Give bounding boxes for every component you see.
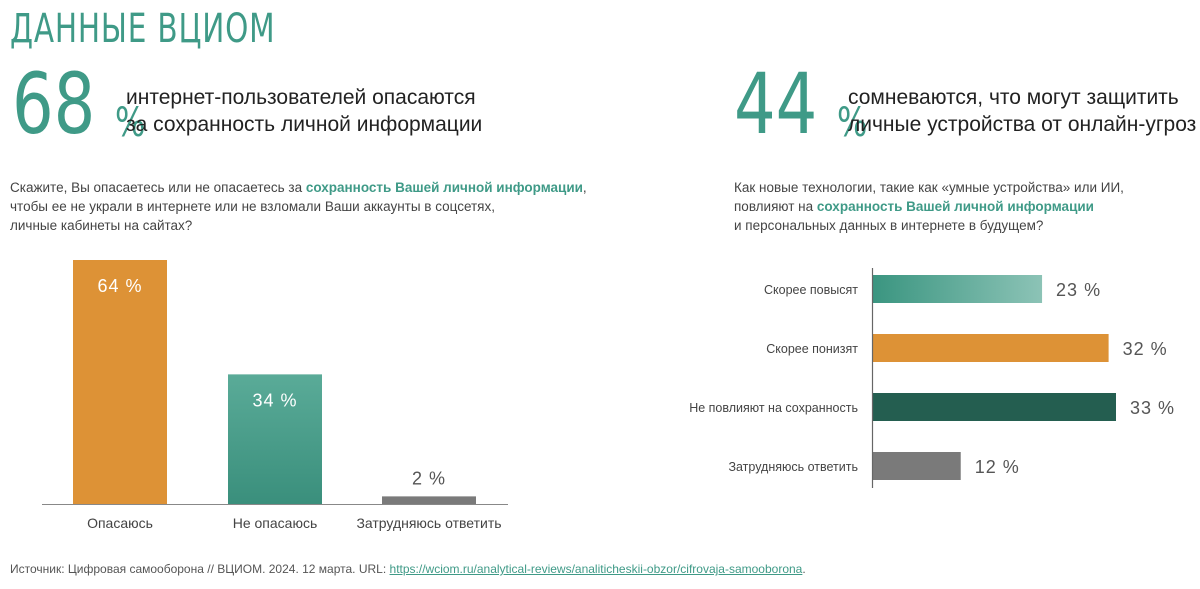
category-label: Опасаюсь — [87, 515, 153, 531]
left-question-bold: сохранность Вашей личной информации — [305, 180, 583, 195]
hbar-0 — [872, 275, 1043, 303]
category-label: Затрудняюсь ответить — [356, 515, 501, 531]
bar-1 — [228, 374, 322, 504]
bar-value-label: 64 % — [97, 276, 142, 296]
source-note: Источник: Цифровая самооборона // ВЦИОМ.… — [10, 562, 806, 576]
right-stat-line2: личные устройства от онлайн-угроз — [848, 113, 1197, 136]
hbar-value-label: 32 % — [1123, 339, 1168, 359]
hbar-value-label: 33 % — [1130, 398, 1175, 418]
right-stat-number: 44 — [734, 55, 818, 153]
right-question-line1: Как новые технологии, такие как «умные у… — [734, 180, 1124, 195]
left-stat-figure: 68 % — [12, 62, 153, 146]
left-stat-text: интернет-пользователей опасаются за сохр… — [126, 84, 482, 138]
vertical-bar-chart: 64 % Опасаюсь 34 % Не опасаюсь 2 % Затрудняюс… — [42, 260, 508, 531]
left-stat-number: 68 — [12, 55, 96, 153]
left-question-line3: личные кабинеты на сайтах? — [10, 218, 193, 233]
hbar-category-label: Скорее повысят — [764, 283, 858, 297]
hbar-3 — [872, 452, 961, 480]
source-text: Источник: Цифровая самооборона // ВЦИОМ.… — [10, 562, 390, 576]
left-question-part1: Скажите, Вы опасаетесь или не опасаетесь… — [10, 180, 306, 195]
hbar-category-label: Скорее понизят — [766, 342, 858, 356]
hbar-value-label: 12 % — [975, 457, 1020, 477]
hbar-1 — [872, 334, 1109, 362]
hbar-category-label: Затрудняюсь ответить — [728, 460, 858, 474]
left-stat-unit: % — [114, 100, 146, 146]
right-question: Как новые технологии, такие как «умные у… — [734, 178, 1124, 235]
right-question-bold: сохранность Вашей личной информации — [816, 199, 1094, 214]
bar-2 — [382, 496, 476, 504]
right-question-part2: повлияют на — [734, 199, 817, 214]
left-stat-line2: за сохранность личной информации — [126, 113, 483, 136]
bar-value-label: 34 % — [252, 390, 297, 410]
left-question-part2: , — [582, 180, 587, 195]
right-stat-figure: 44 % — [734, 62, 875, 146]
category-label: Не опасаюсь — [233, 515, 318, 531]
source-link[interactable]: https://wciom.ru/analytical-reviews/anal… — [389, 562, 803, 576]
hbar-value-label: 23 % — [1056, 280, 1101, 300]
left-question-line2: чтобы ее не украли в интернете или не вз… — [10, 199, 495, 214]
hbar-2 — [872, 393, 1116, 421]
left-stat-line1: интернет-пользователей опасаются — [126, 86, 476, 109]
right-question-line3: и персональных данных в интернете в буду… — [734, 218, 1044, 233]
hbar-category-label: Не повлияют на сохранность — [689, 401, 858, 415]
bar-0 — [73, 260, 167, 504]
page-title: ДАННЫЕ ВЦИОМ — [10, 6, 276, 52]
right-stat-text: сомневаются, что могут защитить личные у… — [848, 84, 1196, 138]
right-stat-unit: % — [836, 100, 868, 146]
left-question: Скажите, Вы опасаетесь или не опасаетесь… — [10, 178, 587, 235]
horizontal-bar-chart: 23 % Скорее повысят 32 % Скорее понизят 33 %… — [689, 268, 1175, 488]
right-stat-line1: сомневаются, что могут защитить — [848, 86, 1179, 109]
source-tail: . — [802, 562, 806, 576]
bar-value-label: 2 % — [412, 468, 446, 488]
